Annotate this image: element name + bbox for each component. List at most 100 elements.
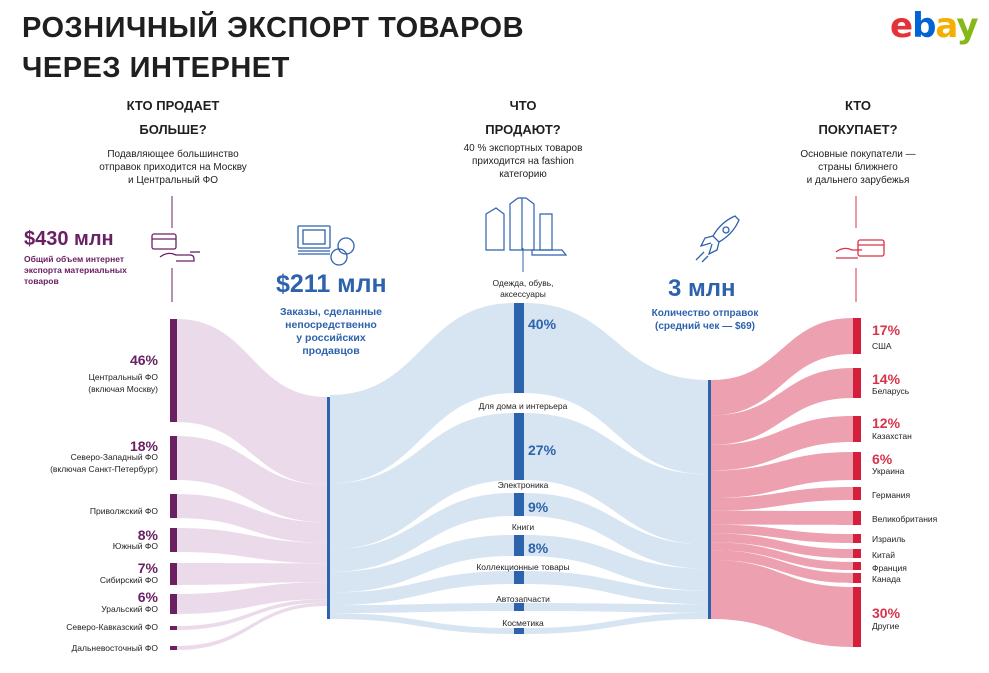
buyers-desc-line: страны ближнего <box>818 162 898 173</box>
flow-category-in <box>330 571 514 606</box>
country-bar <box>853 368 861 398</box>
country-bar <box>853 549 861 558</box>
sellers-desc-line: Подавляющее большинство <box>107 149 239 160</box>
region-pct: 6% <box>137 589 158 605</box>
region-label: Центральный ФО <box>88 372 158 382</box>
country-label: Украина <box>872 466 905 476</box>
region-label: (включая Москву) <box>88 384 158 394</box>
flow-country <box>711 452 853 499</box>
sellers-header: КТО ПРОДАЕТ БОЛЬШЕ? Подавляющее большинс… <box>68 94 278 187</box>
flow-region <box>176 528 327 564</box>
what-question: ЧТО ПРОДАЮТ? <box>418 94 628 142</box>
logo-letter-e: e <box>890 6 913 46</box>
country-label: Германия <box>872 490 911 500</box>
sellers-desc-line: и Центральный ФО <box>127 175 219 186</box>
region-label: Уральский ФО <box>101 604 158 614</box>
flow-category-in <box>330 303 514 484</box>
title-line-1: РОЗНИЧНЫЙ ЭКСПОРТ ТОВАРОВ <box>22 12 525 44</box>
category-label: аксессуары <box>500 289 546 299</box>
hub-bar-right <box>708 380 711 619</box>
country-bar <box>853 416 861 442</box>
flow-category-in <box>330 493 514 572</box>
caption-line: непосредственно <box>285 319 377 331</box>
flow-region <box>176 319 327 485</box>
what-desc-line: категорию <box>499 169 547 180</box>
category-label: Книги <box>511 522 535 532</box>
what-question-line-1: ЧТО <box>509 98 537 113</box>
what-description: 40 % экспортных товаров приходится на fa… <box>418 142 628 181</box>
country-label: Великобритания <box>872 514 938 524</box>
country-label: Беларусь <box>872 386 910 396</box>
flows-left-group <box>176 319 327 650</box>
country-pct: 12% <box>872 415 901 431</box>
region-pct: 7% <box>137 560 158 576</box>
category-bar <box>514 628 524 634</box>
country-label: Казахстан <box>872 431 912 441</box>
flow-region <box>176 582 327 614</box>
caption-line: Заказы, сделанные <box>279 306 382 318</box>
caption-line: у российских <box>296 332 366 344</box>
region-pct: 18% <box>129 438 158 454</box>
region-bar <box>170 594 177 614</box>
flow-region <box>176 436 327 523</box>
category-bar <box>514 303 524 393</box>
what-question-line-2: ПРОДАЮТ? <box>485 122 561 137</box>
region-label: Сибирский ФО <box>99 575 158 585</box>
region-bar <box>170 319 177 422</box>
flow-country <box>711 550 853 583</box>
ebay-logo: ebay <box>890 6 978 46</box>
category-pct: 40% <box>528 316 557 332</box>
region-bar <box>170 436 177 480</box>
flow-category-out <box>524 413 708 545</box>
caption-line: продавцов <box>302 345 360 357</box>
region-label: Северо-Кавказский ФО <box>66 622 158 632</box>
country-label: Китай <box>872 550 895 560</box>
region-label: (включая Санкт-Петербург) <box>50 464 158 474</box>
flow-country <box>711 542 853 570</box>
page-title: РОЗНИЧНЫЙ ЭКСПОРТ ТОВАРОВ ЧЕРЕЗ ИНТЕРНЕТ <box>22 8 524 88</box>
shipments-caption: Количество отправок (средний чек — $69) <box>640 307 770 333</box>
country-bar <box>853 452 861 480</box>
logo-letter-a: a <box>935 6 957 46</box>
country-pct: 6% <box>872 451 893 467</box>
buyers-question: КТО ПОКУПАЕТ? <box>753 94 963 142</box>
country-label: США <box>872 341 892 351</box>
region-pct: 46% <box>129 352 158 368</box>
category-bar <box>514 413 524 480</box>
sellers-desc-line: отправок приходится на Москву <box>99 162 247 173</box>
caption-line: экспорта материальных <box>24 265 127 275</box>
caption-line: (средний чек — $69) <box>655 321 755 332</box>
flow-category-out <box>524 535 708 591</box>
country-pct: 17% <box>872 322 901 338</box>
category-label: Для дома и интерьера <box>478 401 568 411</box>
flow-country <box>711 487 853 511</box>
buyers-desc-line: и дальнего зарубежья <box>806 175 910 186</box>
flow-country <box>711 368 853 445</box>
flows-mid-group <box>330 303 708 634</box>
what-header: ЧТО ПРОДАЮТ? 40 % экспортных товаров при… <box>418 94 628 181</box>
bars-group <box>170 303 861 650</box>
region-bar <box>170 494 177 518</box>
logo-letter-b: b <box>912 6 936 46</box>
region-bar <box>170 646 177 650</box>
flow-region <box>176 494 327 543</box>
flow-category-out <box>524 571 708 605</box>
buyers-desc-line: Основные покупатели — <box>800 149 916 160</box>
flow-category-out <box>524 493 708 569</box>
category-bar <box>514 571 524 584</box>
region-pct: 8% <box>137 527 158 543</box>
flow-country <box>711 524 853 543</box>
caption-line: товаров <box>24 276 59 286</box>
country-bar <box>853 562 861 570</box>
buyers-description: Основные покупатели — страны ближнего и … <box>753 148 963 187</box>
flow-country <box>711 559 853 647</box>
flows-right-group <box>711 318 853 647</box>
country-pct: 30% <box>872 605 901 621</box>
title-line-2: ЧЕРЕЗ ИНТЕРНЕТ <box>22 52 290 84</box>
sellers-question-line-1: КТО ПРОДАЕТ <box>126 98 220 113</box>
caption-line: Общий объем интернет <box>24 254 124 264</box>
total-export-caption: Общий объем интернет экспорта материальн… <box>24 254 154 287</box>
flow-category-out <box>524 603 708 613</box>
